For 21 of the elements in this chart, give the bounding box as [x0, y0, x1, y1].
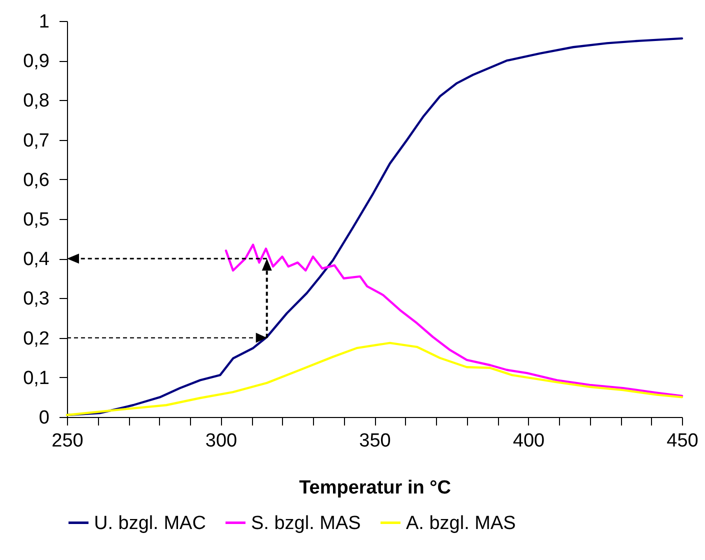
- legend-label: A. bzgl. MAS: [406, 512, 516, 534]
- y-tick-label: 0: [38, 408, 50, 428]
- y-tick-label: 0,1: [23, 368, 50, 389]
- y-tick-label: 0,6: [23, 170, 50, 191]
- legend-label: S. bzgl. MAS: [251, 512, 361, 534]
- y-tick-label: 0,8: [23, 90, 50, 112]
- x-axis-title: Temperatur in °C: [299, 478, 452, 498]
- x-tick-label: 400: [512, 430, 545, 452]
- x-tick-label: 300: [205, 430, 238, 452]
- y-tick-label: 0,3: [23, 288, 50, 310]
- y-tick-label: 0,4: [23, 249, 50, 270]
- legend-label: U. bzgl. MAC: [94, 512, 206, 534]
- y-tick-label: 1: [38, 12, 50, 32]
- x-tick-label: 450: [666, 430, 698, 452]
- x-tick-label: 250: [52, 430, 84, 452]
- x-tick-label: 350: [359, 430, 391, 452]
- y-tick-label: 0,5: [23, 210, 50, 230]
- line-series: [224, 244, 684, 398]
- y-tick-label: 0,2: [23, 328, 50, 350]
- y-tick-label: 0,9: [23, 51, 50, 72]
- y-tick-label: 0,7: [23, 130, 50, 152]
